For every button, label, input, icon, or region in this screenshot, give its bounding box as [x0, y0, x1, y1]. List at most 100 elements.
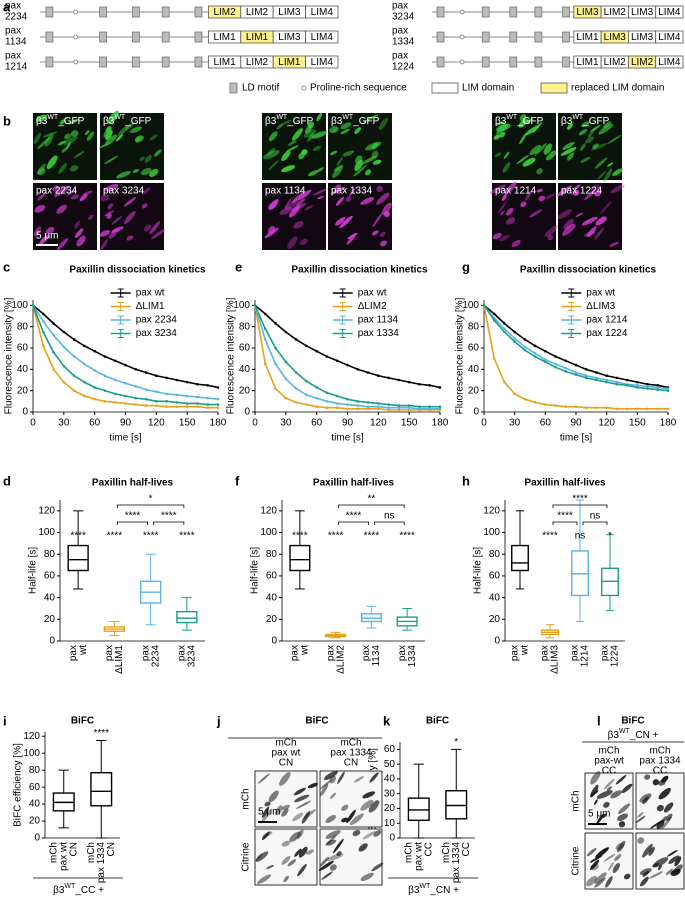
image-feature: [312, 145, 322, 152]
image-feature: [125, 122, 135, 131]
x-tick-label: CC: [423, 842, 434, 856]
label-part: _GFP: [516, 116, 543, 127]
label-sup: WT: [47, 114, 59, 121]
x-tick-label: pax 1334: [96, 842, 107, 884]
data-point: [325, 406, 329, 410]
x-tick-label: 90: [570, 418, 582, 429]
image-feature: [562, 141, 575, 150]
image-feature: [348, 187, 356, 197]
comparison-label: ****: [346, 511, 362, 522]
image-feature: [642, 843, 653, 858]
y-tick-label: 0: [494, 636, 500, 647]
data-point: [72, 355, 76, 358]
image-feature: [590, 863, 599, 871]
data-point: [155, 390, 158, 394]
label-part: _GFP: [286, 116, 313, 127]
image-feature: [520, 201, 527, 208]
lim-label: LIM1: [576, 57, 599, 68]
data-point: [113, 378, 117, 382]
image-feature: [362, 155, 378, 165]
data-point: [144, 397, 148, 401]
data-point: [124, 402, 127, 405]
data-point: [407, 404, 411, 407]
image-feature: [376, 192, 390, 205]
image-feature: [293, 221, 304, 229]
image-feature: [595, 216, 607, 226]
lim-label: LIM2: [246, 57, 269, 68]
legend-errorbar: [117, 315, 124, 325]
data-point: [503, 380, 506, 384]
y-tick-label: 80: [17, 321, 29, 332]
image-feature: [300, 238, 308, 246]
data-point: [93, 369, 96, 372]
micrograph: [635, 772, 685, 830]
y-tick-label: 100: [483, 527, 500, 538]
micrograph: [584, 832, 634, 890]
image-feature: [64, 136, 78, 145]
data-point: [175, 378, 179, 382]
image-feature: [291, 192, 304, 204]
x-tick-label: ΔLIM1: [114, 645, 125, 674]
image-feature: [67, 188, 77, 196]
image-feature: [591, 143, 607, 151]
data-point: [103, 355, 107, 358]
image-feature: [45, 226, 55, 235]
image-feature: [563, 219, 574, 230]
data-point: [93, 349, 96, 353]
data-point: [62, 330, 66, 334]
label-part: β3: [495, 116, 507, 127]
data-point: [492, 318, 496, 322]
panel-label: j: [216, 713, 221, 728]
image-feature: [287, 859, 297, 867]
image-label: pax 1224: [561, 186, 603, 197]
data-point: [574, 363, 578, 367]
y-tick-label: 100: [233, 300, 250, 311]
image-feature: [124, 210, 136, 225]
data-point: [41, 320, 45, 323]
image-feature: [296, 198, 306, 206]
y-tick-label: 60: [266, 571, 278, 582]
scale-label: 5 μm: [258, 807, 280, 818]
legend-errorbar: [339, 302, 346, 311]
data-point: [263, 362, 267, 366]
image-feature: [105, 130, 113, 140]
chart-title: BiFC: [426, 716, 449, 727]
y-tick-label: 120: [483, 505, 500, 516]
data-point: [315, 396, 318, 400]
image-feature: [494, 152, 502, 157]
y-axis-label: Fluorescence intensity [%]: [455, 297, 466, 414]
x-tick-label: CN: [106, 842, 117, 856]
image-feature: [149, 134, 158, 141]
image-feature: [276, 124, 283, 130]
data-point: [584, 406, 588, 410]
ld-motif: [132, 31, 140, 43]
image-feature: [383, 211, 390, 218]
legend-errorbar: [568, 329, 575, 338]
image-feature: [103, 126, 111, 138]
x-tick-label: 60: [311, 418, 323, 429]
significance: ****: [143, 531, 159, 542]
construct-name: 1334: [392, 37, 415, 48]
y-tick-label: 20: [17, 385, 29, 396]
comparison-label: **: [367, 494, 375, 505]
data-point: [196, 395, 199, 399]
data-point: [584, 368, 588, 371]
legend-label: pax 1214: [586, 315, 628, 326]
chart-title: Paxillin dissociation kinetics: [291, 265, 428, 276]
image-feature: [73, 151, 85, 159]
image-feature: [612, 862, 620, 874]
image-feature: [341, 804, 349, 811]
image-feature: [594, 227, 605, 240]
chart-title: Paxillin half-lives: [524, 478, 606, 489]
image-feature: [308, 170, 319, 177]
box: [407, 797, 430, 821]
image-feature: [490, 184, 506, 194]
data-point: [656, 386, 660, 389]
image-feature: [380, 240, 387, 247]
image-feature: [297, 863, 307, 877]
label-part: _GFP: [124, 116, 151, 127]
data-point: [646, 382, 649, 386]
image-feature: [44, 134, 54, 147]
image-feature: [642, 796, 649, 805]
image-feature: [303, 129, 317, 138]
